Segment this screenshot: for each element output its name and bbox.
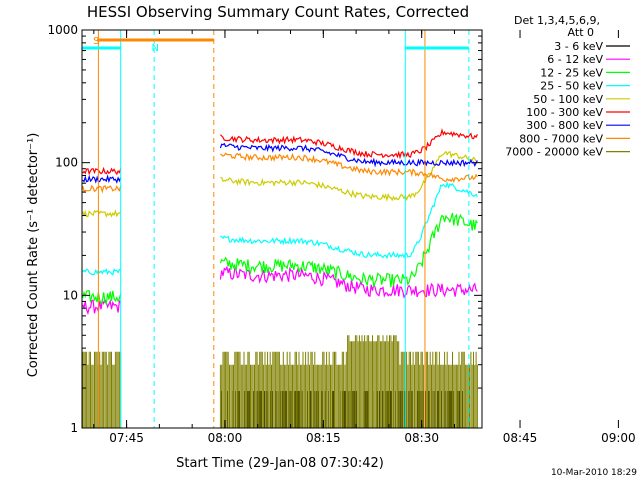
series-7000-20000-kev (82, 335, 478, 428)
footer-timestamp: 10-Mar-2010 18:29 (551, 468, 637, 478)
legend-label: 6 - 12 keV (547, 53, 603, 66)
series-line (82, 142, 478, 184)
series-300-800-kev (82, 142, 478, 184)
series-100-300-kev (82, 128, 478, 176)
x-tick-label: 08:15 (306, 431, 341, 445)
legend-label: 12 - 25 keV (540, 66, 603, 79)
axes: 1 10 100 1000 07:45 08:00 08:15 08:30 08:45 09:00 (47, 23, 635, 445)
plot-area: SN (82, 30, 478, 428)
series-50-100-kev (82, 150, 478, 218)
series-line (82, 181, 478, 276)
series-line (82, 335, 478, 428)
legend-label: 100 - 300 keV (526, 106, 603, 119)
series-layer (82, 128, 478, 428)
series-line (82, 150, 478, 218)
series-800-7000-kev (82, 152, 478, 194)
x-tick-label: 09:00 (601, 431, 636, 445)
x-axis-label: Start Time (29-Jan-08 07:30:42) (176, 456, 384, 471)
legend-label: 800 - 7000 keV (519, 132, 603, 145)
series-6-12-kev (82, 265, 478, 316)
series-line (82, 265, 478, 316)
y-tick-label: 1000 (47, 23, 78, 37)
legend-label: 50 - 100 keV (533, 93, 603, 106)
plot-frame (81, 29, 483, 429)
series-line (82, 212, 478, 306)
y-tick-label: 1 (70, 421, 78, 435)
legend-header-detectors: Det 1,3,4,5,6,9, (514, 14, 600, 27)
series-line (82, 128, 478, 176)
x-tick-label: 08:00 (208, 431, 243, 445)
y-tick-label: 100 (55, 156, 78, 170)
legend-label: 3 - 6 keV (554, 40, 603, 53)
legend-label: 25 - 50 keV (540, 80, 603, 93)
flag-label-s: S (93, 36, 99, 47)
series-line (82, 152, 478, 194)
x-tick-label: 08:30 (404, 431, 439, 445)
series-12-25-kev (82, 212, 478, 306)
series-25-50-kev (82, 181, 478, 276)
legend-label: 300 - 800 keV (526, 119, 603, 132)
flag-label-n: N (152, 43, 159, 54)
y-axis-label: Corrected Count Rate (s⁻¹ detector⁻¹) (26, 133, 41, 378)
y-tick-label: 10 (63, 288, 78, 302)
x-tick-label: 07:45 (109, 431, 144, 445)
legend-header-attenuator: Att 0 (568, 26, 594, 39)
x-tick-label: 08:45 (503, 431, 538, 445)
legend-label: 7000 - 20000 keV (505, 146, 603, 159)
chart-title: HESSI Observing Summary Count Rates, Cor… (87, 3, 469, 21)
